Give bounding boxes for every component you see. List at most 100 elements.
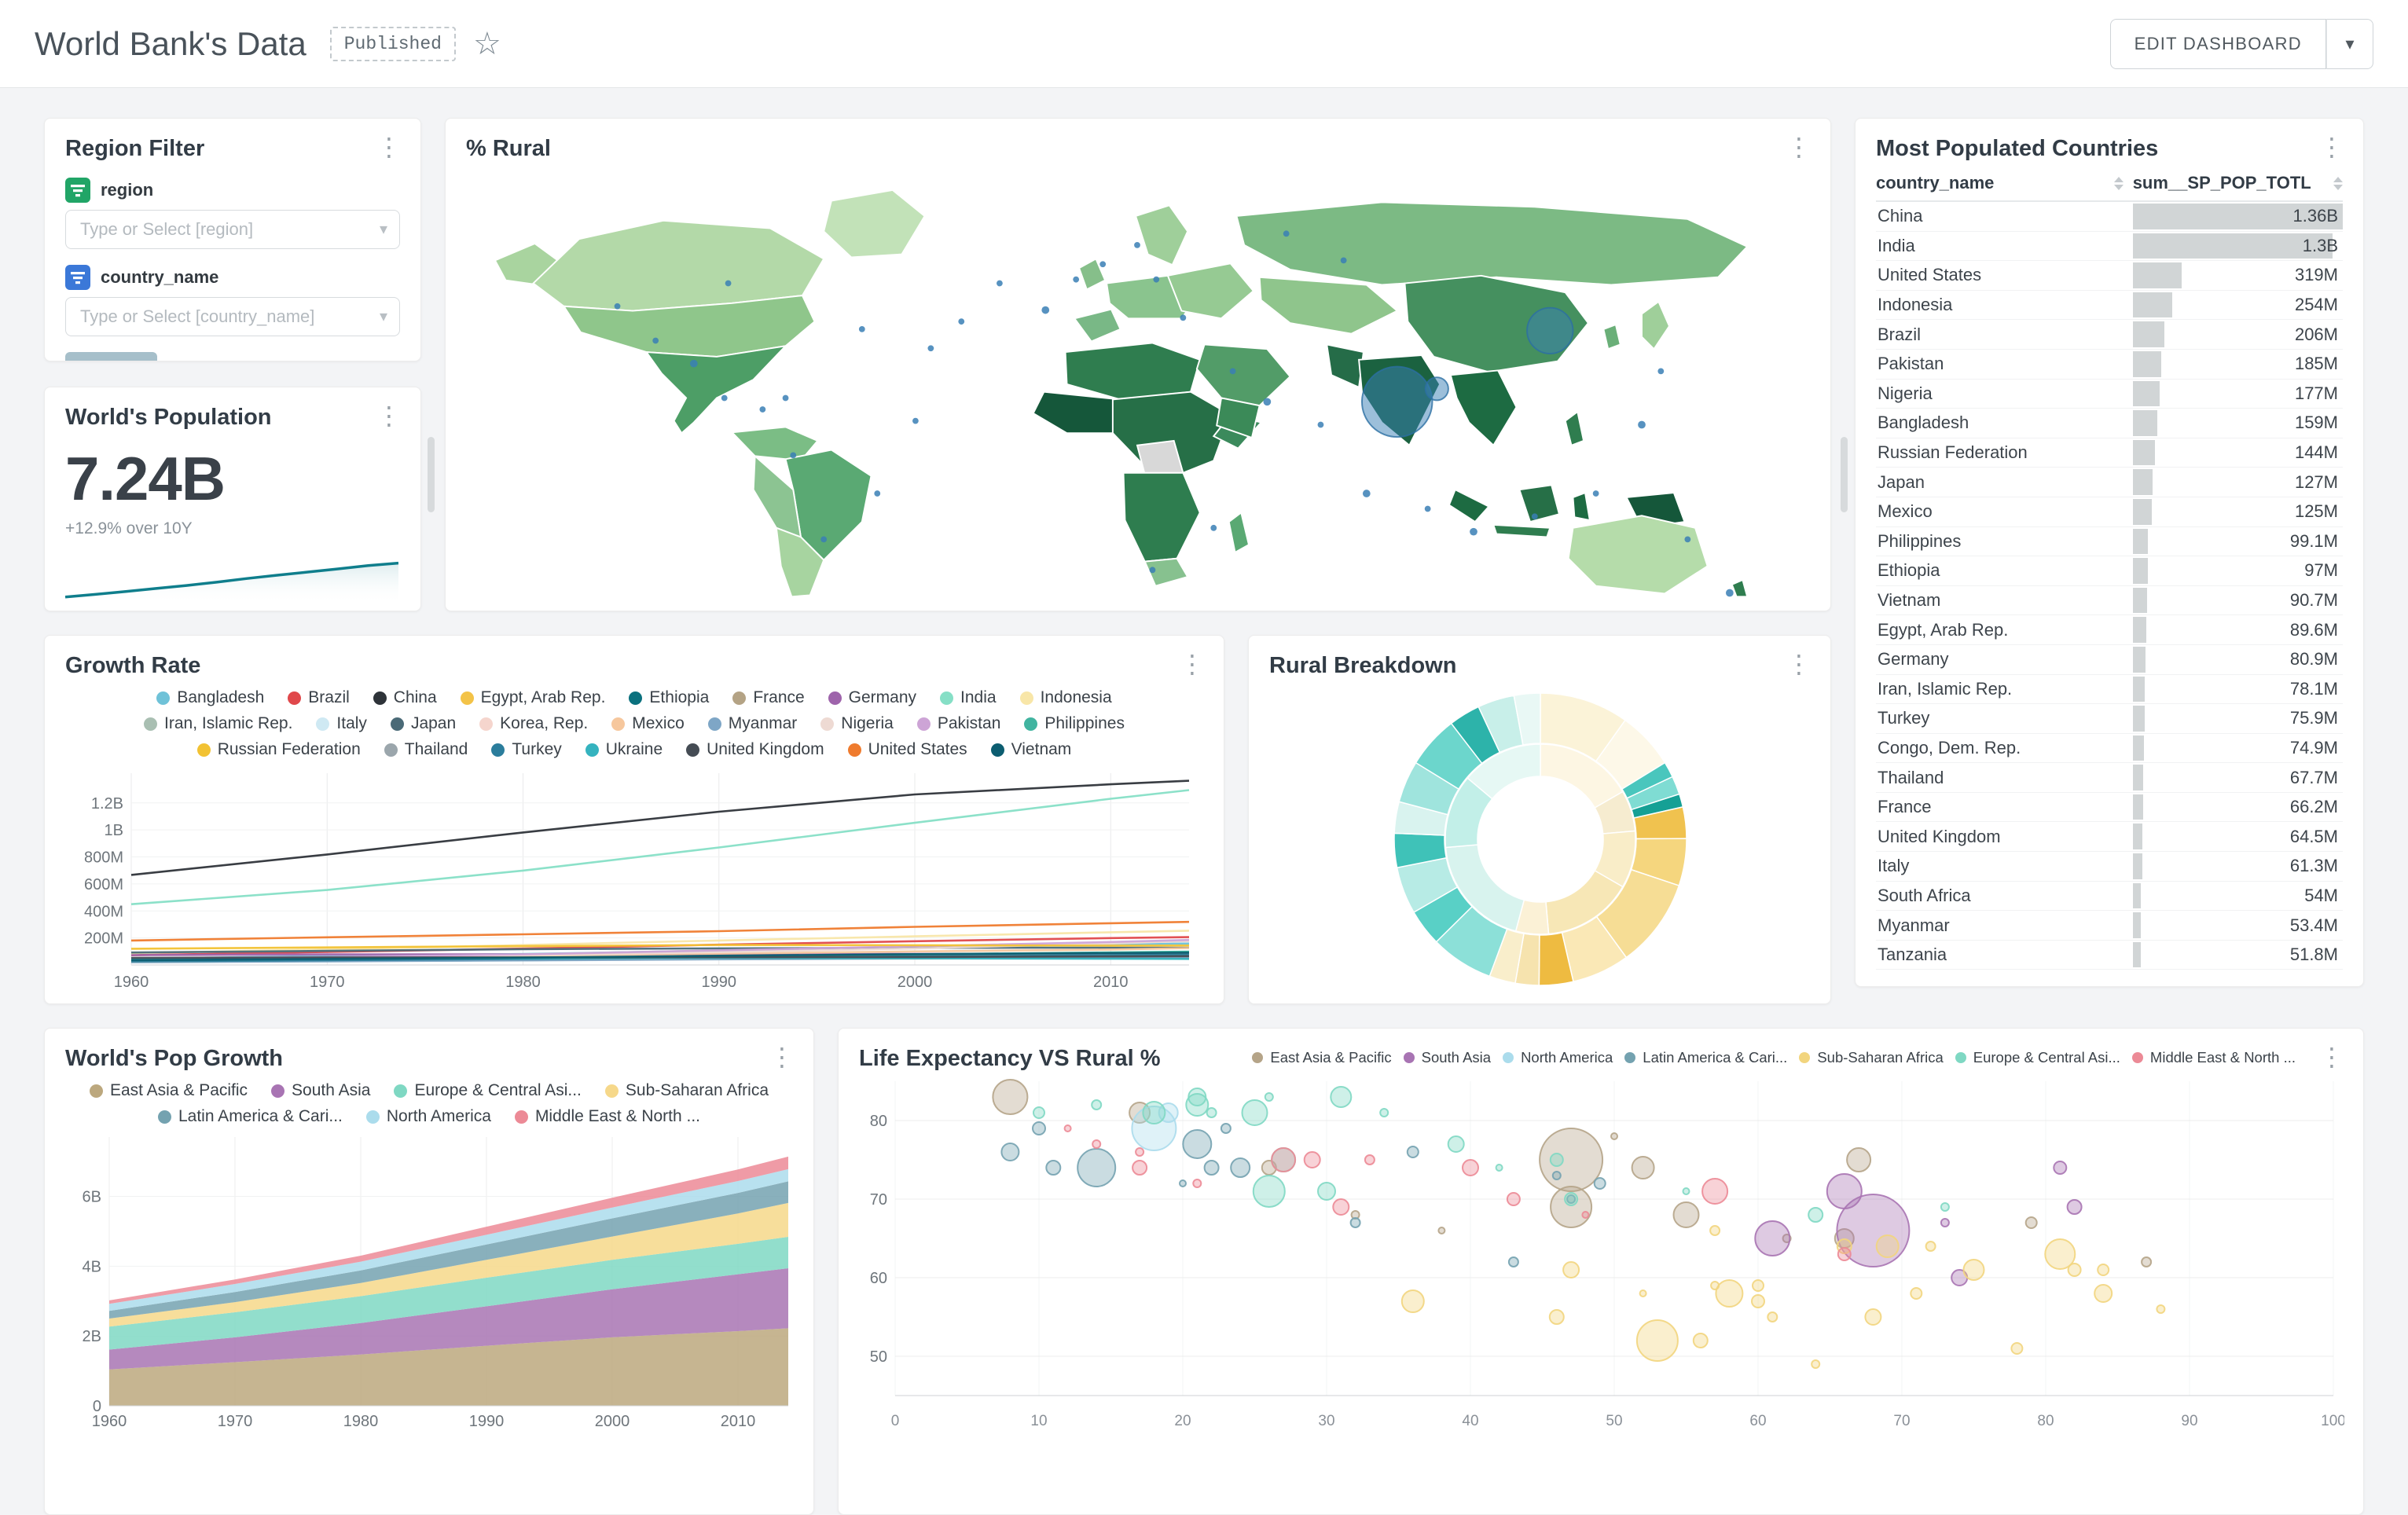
map-bubble	[1424, 376, 1449, 402]
region-select[interactable]: ▾	[65, 210, 400, 249]
svg-text:40: 40	[1462, 1413, 1478, 1429]
scatter-bubble	[1330, 1086, 1353, 1108]
legend-item[interactable]: Vietnam	[990, 740, 1072, 759]
legend-item[interactable]: Brazil	[288, 688, 350, 707]
legend-item[interactable]: Japan	[390, 714, 456, 733]
legend-item[interactable]: United States	[847, 740, 967, 759]
legend-item[interactable]: Korea, Rep.	[479, 714, 588, 733]
map-bubble	[1149, 567, 1156, 574]
legend-item[interactable]: Ukraine	[585, 740, 663, 759]
legend-item[interactable]: Italy	[316, 714, 367, 733]
legend-item[interactable]: Nigeria	[820, 714, 894, 733]
legend-label: Vietnam	[1011, 740, 1072, 758]
legend-item[interactable]: India	[940, 688, 997, 707]
favorite-star-icon[interactable]: ☆	[472, 26, 501, 61]
legend-item[interactable]: Egypt, Arab Rep.	[460, 688, 605, 707]
map-bubble	[1592, 490, 1599, 497]
legend-item[interactable]: Thailand	[384, 740, 468, 759]
country-select[interactable]: ▾	[65, 297, 400, 336]
legend-dot	[629, 691, 643, 705]
legend-item[interactable]: Latin America & Cari...	[1624, 1049, 1787, 1066]
country-cell: Brazil	[1878, 324, 1922, 344]
scatter-bubble	[1000, 1143, 1020, 1161]
kebab-menu-icon[interactable]: ⋮	[2319, 1043, 2344, 1071]
column-header-population[interactable]: sum__SP_POP_TOTL	[2133, 173, 2343, 193]
scatter-bubble	[1045, 1160, 1062, 1176]
scatter-bubble	[1566, 1194, 1577, 1204]
map-bubble	[1470, 527, 1477, 536]
scatter-bubble	[1539, 1128, 1604, 1192]
legend-item[interactable]: South Asia	[271, 1081, 370, 1100]
svg-text:20: 20	[1174, 1413, 1191, 1429]
scatter-bubble	[1631, 1156, 1655, 1179]
legend-item[interactable]: Pakistan	[916, 714, 1000, 733]
resize-handle[interactable]	[1841, 437, 1848, 512]
legend-item[interactable]: Latin America & Cari...	[157, 1107, 343, 1126]
legend-item[interactable]: China	[373, 688, 437, 707]
kebab-menu-icon[interactable]: ⋮	[769, 1043, 795, 1071]
region-select-input[interactable]	[65, 210, 400, 249]
kebab-menu-icon[interactable]: ⋮	[376, 402, 402, 430]
legend-item[interactable]: Germany	[828, 688, 916, 707]
scatter-bubble	[1925, 1241, 1936, 1252]
legend-item[interactable]: Mexico	[611, 714, 685, 733]
legend-item[interactable]: Russian Federation	[196, 740, 361, 759]
table-row: Ethiopia 97M	[1876, 556, 2343, 586]
legend-item[interactable]: Europe & Central Asi...	[394, 1081, 582, 1100]
scatter-bubble	[1672, 1201, 1700, 1228]
map-bubble	[1638, 420, 1646, 429]
edit-dashboard-button[interactable]: EDIT DASHBOARD	[2109, 18, 2326, 69]
region-filter-card: Region Filter ⋮ region ▾ country_name ▾ …	[44, 118, 421, 361]
filter-field-label-region: region	[65, 178, 400, 203]
value-cell: 64.5M	[2132, 822, 2343, 851]
legend-item[interactable]: South Asia	[1403, 1049, 1491, 1066]
table-row: Iran, Islamic Rep. 78.1M	[1876, 675, 2343, 705]
scatter-bubble	[1562, 1261, 1580, 1278]
scatter-bubble	[2044, 1238, 2076, 1270]
area-series	[109, 1202, 788, 1327]
most-populated-card: Most Populated Countries ⋮ country_name …	[1855, 118, 2364, 987]
resize-handle[interactable]	[428, 437, 435, 512]
legend-item[interactable]: Middle East & North ...	[2131, 1049, 2296, 1066]
legend-item[interactable]: United Kingdom	[686, 740, 824, 759]
svg-text:70: 70	[870, 1191, 887, 1209]
kebab-menu-icon[interactable]: ⋮	[1786, 133, 1812, 161]
legend-item[interactable]: Middle East & North ...	[514, 1107, 700, 1126]
map-bubble	[1180, 314, 1187, 321]
value-label: 1.3B	[2302, 235, 2338, 255]
legend-item[interactable]: Indonesia	[1019, 688, 1112, 707]
published-badge[interactable]: Published	[329, 26, 456, 61]
kebab-menu-icon[interactable]: ⋮	[1786, 650, 1812, 678]
legend-item[interactable]: Turkey	[491, 740, 562, 759]
legend-item[interactable]: North America	[365, 1107, 491, 1126]
kebab-menu-icon[interactable]: ⋮	[1180, 650, 1205, 678]
svg-text:6B: 6B	[83, 1189, 101, 1206]
apply-button[interactable]: APPLY	[65, 352, 157, 361]
country-cell: Ethiopia	[1878, 560, 1940, 581]
column-header-country[interactable]: country_name	[1876, 173, 2133, 193]
svg-text:4B: 4B	[83, 1258, 101, 1275]
legend-item[interactable]: Sub-Saharan Africa	[1799, 1049, 1944, 1066]
kebab-menu-icon[interactable]: ⋮	[2319, 133, 2344, 161]
legend-item[interactable]: Ethiopia	[629, 688, 709, 707]
legend-item[interactable]: East Asia & Pacific	[89, 1081, 248, 1100]
country-cell: Myanmar	[1878, 915, 1950, 935]
scatter-bubble	[1682, 1187, 1690, 1195]
legend-item[interactable]: France	[732, 688, 805, 707]
legend-label: Russian Federation	[217, 740, 361, 758]
legend-item[interactable]: East Asia & Pacific	[1252, 1049, 1392, 1066]
legend-item[interactable]: Europe & Central Asi...	[1955, 1049, 2120, 1066]
legend-item[interactable]: Bangladesh	[156, 688, 264, 707]
legend-item[interactable]: Myanmar	[707, 714, 798, 733]
legend-item[interactable]: Iran, Islamic Rep.	[144, 714, 292, 733]
legend-label: Myanmar	[728, 714, 798, 732]
legend-item[interactable]: North America	[1503, 1049, 1613, 1066]
filter-field-label-country: country_name	[65, 265, 400, 290]
value-label: 127M	[2294, 471, 2338, 492]
edit-dashboard-menu-button[interactable]: ▾	[2326, 18, 2373, 69]
scatter-bubble	[1767, 1311, 1778, 1322]
country-select-input[interactable]	[65, 297, 400, 336]
kebab-menu-icon[interactable]: ⋮	[376, 133, 402, 161]
legend-item[interactable]: Sub-Saharan Africa	[604, 1081, 769, 1100]
legend-item[interactable]: Philippines	[1024, 714, 1125, 733]
